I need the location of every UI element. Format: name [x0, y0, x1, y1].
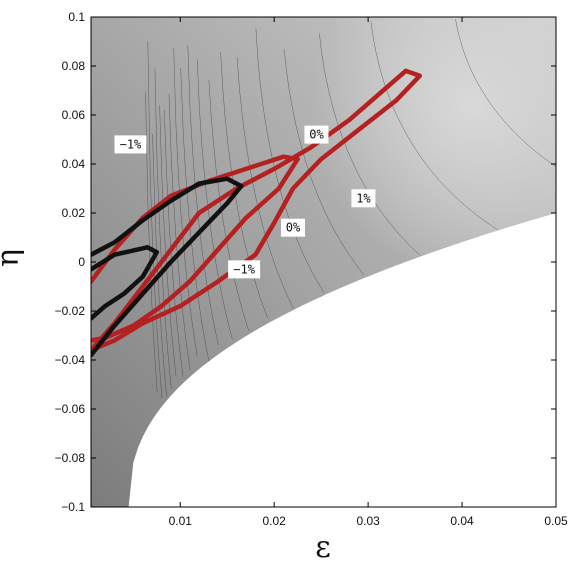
y-tick-label: 0.04 [62, 157, 86, 171]
contour-label-box [351, 189, 376, 208]
x-tick-label: 0.02 [263, 514, 287, 528]
background-contour-line [283, 48, 365, 275]
contour-label: 0% [286, 221, 301, 235]
background-contour-line [145, 91, 158, 393]
y-tick-label: 0.02 [62, 206, 86, 220]
highlight-contour-line [91, 245, 160, 321]
background-contour-line [208, 80, 250, 331]
contour-label-box [114, 135, 147, 154]
highlight-contour-line [91, 68, 423, 353]
background-contour-line [154, 68, 172, 389]
highlight-contours [91, 68, 423, 358]
background-contour-line [164, 110, 184, 377]
y-tick-label: 0.1 [68, 10, 85, 24]
background-contour-line [168, 93, 191, 370]
highlight-contour-line [91, 176, 244, 358]
x-axis: 0.01 0.02 0.03 0.04 0.05 [169, 17, 568, 528]
y-tick-label: 0 [78, 255, 85, 269]
undefined-region [128, 213, 556, 507]
contour-label-box [228, 260, 261, 279]
x-tick-label: 0.04 [450, 514, 474, 528]
x-tick-label: 0.01 [169, 514, 193, 528]
y-axis-title: η [0, 249, 26, 267]
x-tick-label: 0.03 [356, 514, 380, 528]
background-contour-line [187, 44, 219, 345]
y-tick-label: −0.04 [55, 353, 86, 367]
background-contour-line [147, 41, 163, 399]
y-axis: 0.1 0.08 0.06 0.04 0.02 0 −0.02 −0.04 −0.06 −0.08… [55, 10, 556, 514]
contour-label: 1% [356, 191, 371, 205]
x-tick-label: 0.05 [544, 514, 568, 528]
contour-label-box [280, 218, 305, 237]
contour-label: 0% [309, 128, 324, 142]
highlight-contour-line [91, 154, 300, 343]
background-contour-line [173, 47, 198, 357]
y-tick-label: 0.08 [62, 59, 86, 73]
background-contour-line [220, 52, 268, 318]
contour-labels: −1% 0% 1% 0% −1% [114, 125, 376, 279]
contour-label-box [304, 125, 329, 144]
y-tick-label: −0.1 [61, 500, 85, 514]
background-contour-line [455, 19, 556, 167]
background-contour-line [159, 104, 177, 376]
y-tick-label: −0.02 [55, 304, 86, 318]
y-tick-label: 0.06 [62, 108, 86, 122]
x-axis-title: ε [315, 530, 331, 565]
background-contour-line [180, 68, 210, 362]
y-tick-label: −0.08 [55, 451, 86, 465]
contour-label: −1% [120, 137, 142, 151]
background-contour-lines [145, 19, 556, 399]
y-tick-label: −0.06 [55, 402, 86, 416]
contour-label: −1% [233, 262, 255, 276]
